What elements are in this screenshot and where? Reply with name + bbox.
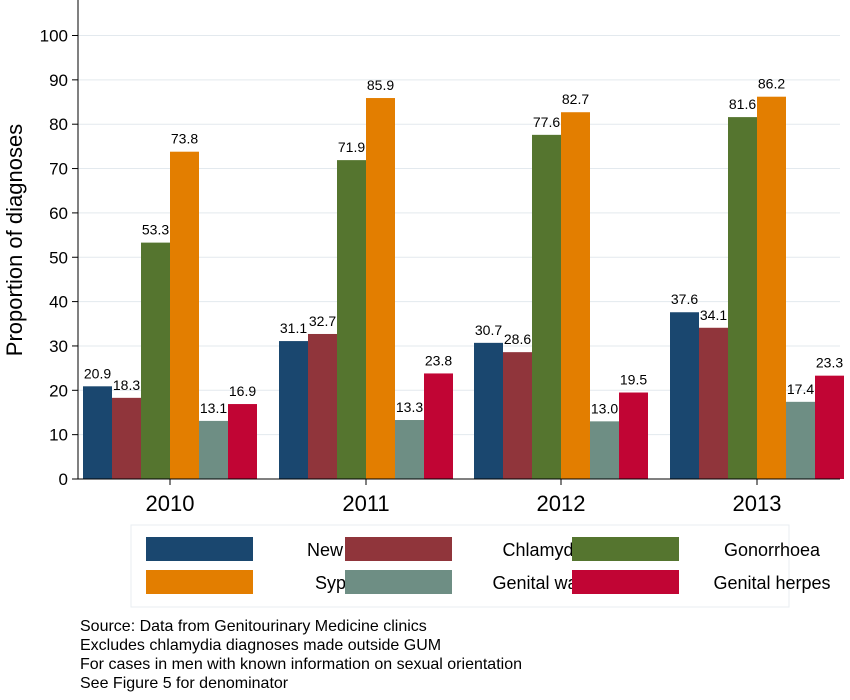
bar: [170, 151, 199, 479]
bar-value-label: 37.6: [671, 291, 698, 307]
note-exclusion: Excludes chlamydia diagnoses made outsid…: [80, 637, 442, 654]
bar-value-label: 28.6: [504, 331, 531, 347]
y-tick-label: 20: [49, 381, 68, 400]
legend-swatch: [146, 537, 253, 561]
bar: [424, 373, 453, 479]
bar: [815, 375, 844, 479]
bar-value-label: 85.9: [367, 77, 394, 93]
bar: [279, 341, 308, 479]
bar-value-label: 23.8: [425, 352, 452, 368]
bar: [728, 117, 757, 479]
bar-value-label: 13.0: [591, 400, 618, 416]
bar: [366, 98, 395, 479]
bar: [532, 134, 561, 479]
bar: [112, 397, 141, 479]
y-tick-label: 100: [40, 27, 68, 46]
bar: [699, 327, 728, 479]
y-axis-title: Proportion of diagnoses: [2, 124, 27, 356]
legend-label: Genital herpes: [713, 573, 830, 593]
bar: [786, 401, 815, 479]
legend-swatch: [146, 570, 253, 594]
axes: 0 10 20 30 40 50 60 70 80 90 100 2010 2011 2012 2013: [40, 0, 840, 516]
bars: [83, 96, 844, 480]
x-tick-label: 2011: [342, 491, 389, 516]
bar-value-label: 20.9: [84, 365, 111, 381]
data-labels: 20.918.3 53.3 73.8 13.116.9 31.1 32.7 71.9 85.9…: [84, 76, 843, 417]
bar: [83, 386, 112, 479]
bar: [474, 342, 503, 479]
bar-value-label: 82.7: [562, 91, 589, 107]
legend-swatch: [572, 570, 679, 594]
legend-swatch: [345, 537, 452, 561]
bar-value-label: 17.4: [787, 381, 814, 397]
bar-value-label: 31.1: [280, 320, 307, 336]
bar: [228, 404, 257, 479]
bar-value-label: 81.6: [729, 96, 756, 112]
bar: [395, 420, 424, 479]
bar-value-label: 19.5: [620, 372, 647, 388]
y-tick-label: 60: [49, 204, 68, 223]
bar-value-label: 32.7: [309, 313, 336, 329]
bar: [619, 392, 648, 479]
bar-chart: 20.918.3 53.3 73.8 13.116.9 31.1 32.7 71.9 85.9…: [2, 0, 844, 608]
bar: [757, 96, 786, 479]
y-tick-label: 30: [49, 337, 68, 356]
y-tick-label: 50: [49, 248, 68, 267]
y-tick-label: 90: [49, 71, 68, 90]
bar: [590, 421, 619, 479]
bar: [199, 420, 228, 479]
x-tick-label: 2013: [733, 491, 782, 516]
legend: New STIsChlamydiaGonorrhoeaSyphilisGenit…: [130, 524, 831, 608]
bar-value-label: 30.7: [475, 322, 502, 338]
y-tick-label: 40: [49, 293, 68, 312]
x-tick-label: 2010: [146, 491, 195, 516]
gridlines: [78, 35, 840, 436]
bar-value-label: 53.3: [142, 222, 169, 238]
legend-swatch: [572, 537, 679, 561]
bar-value-label: 73.8: [171, 131, 198, 147]
bar-value-label: 71.9: [338, 139, 365, 155]
legend-label: Genital warts: [492, 573, 597, 593]
y-tick-label: 0: [59, 470, 68, 489]
x-tick-label: 2012: [537, 491, 586, 516]
bar-value-label: 77.6: [533, 114, 560, 130]
y-tick-label: 80: [49, 115, 68, 134]
bar-value-label: 86.2: [758, 76, 785, 92]
bar: [141, 242, 170, 479]
bar: [670, 312, 699, 479]
note-population: For cases in men with known information …: [80, 656, 522, 673]
legend-label: Gonorrhoea: [724, 540, 821, 560]
bar: [561, 112, 590, 480]
bar-value-label: 16.9: [229, 383, 256, 399]
bar-value-label: 34.1: [700, 307, 727, 323]
bar: [503, 352, 532, 479]
chart-notes: Source: Data from Genitourinary Medicine…: [80, 617, 522, 693]
bar-value-label: 18.3: [113, 377, 140, 393]
note-source: Source: Data from Genitourinary Medicine…: [80, 618, 427, 635]
y-tick-label: 10: [49, 426, 68, 445]
bar-value-label: 23.3: [816, 355, 843, 371]
bar-value-label: 13.3: [396, 399, 423, 415]
bar: [337, 160, 366, 479]
bar-value-label: 13.1: [200, 400, 227, 416]
y-tick-label: 70: [49, 160, 68, 179]
note-denominator: See Figure 5 for denominator: [80, 675, 289, 692]
bar: [308, 333, 337, 479]
legend-swatch: [345, 570, 452, 594]
legend-label: Chlamydia: [502, 540, 588, 560]
